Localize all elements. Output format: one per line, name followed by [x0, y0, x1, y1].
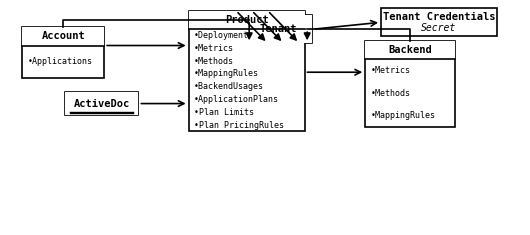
Text: •ApplicationPlans: •ApplicationPlans: [194, 95, 279, 104]
Text: •Methods: •Methods: [194, 57, 234, 66]
FancyBboxPatch shape: [244, 15, 313, 43]
FancyBboxPatch shape: [244, 15, 313, 43]
Text: Product: Product: [225, 15, 268, 25]
Text: •Metrics: •Metrics: [370, 66, 410, 75]
Text: •BackendUsages: •BackendUsages: [194, 82, 264, 91]
Text: •Plan PricingRules: •Plan PricingRules: [194, 121, 284, 129]
FancyBboxPatch shape: [189, 11, 305, 29]
FancyBboxPatch shape: [381, 8, 497, 36]
FancyBboxPatch shape: [65, 92, 138, 115]
Text: Account: Account: [41, 31, 85, 41]
FancyBboxPatch shape: [365, 41, 455, 127]
Text: Backend: Backend: [388, 45, 432, 55]
FancyBboxPatch shape: [22, 27, 104, 78]
Text: Tenant: Tenant: [259, 24, 297, 34]
Text: •Metrics: •Metrics: [194, 44, 234, 53]
Text: Secret: Secret: [421, 24, 457, 33]
FancyBboxPatch shape: [365, 41, 455, 59]
Text: Tenant Credentials: Tenant Credentials: [383, 12, 495, 22]
FancyBboxPatch shape: [22, 27, 104, 46]
Text: ActiveDoc: ActiveDoc: [74, 98, 130, 109]
Text: •MappingRules: •MappingRules: [194, 70, 259, 78]
Text: •Applications: •Applications: [28, 57, 93, 66]
Text: •MappingRules: •MappingRules: [370, 111, 436, 120]
FancyBboxPatch shape: [189, 11, 305, 131]
FancyBboxPatch shape: [65, 92, 138, 115]
Text: •Deployment: •Deployment: [194, 31, 249, 40]
Text: •Plan Limits: •Plan Limits: [194, 108, 254, 117]
Text: •Methods: •Methods: [370, 89, 410, 98]
